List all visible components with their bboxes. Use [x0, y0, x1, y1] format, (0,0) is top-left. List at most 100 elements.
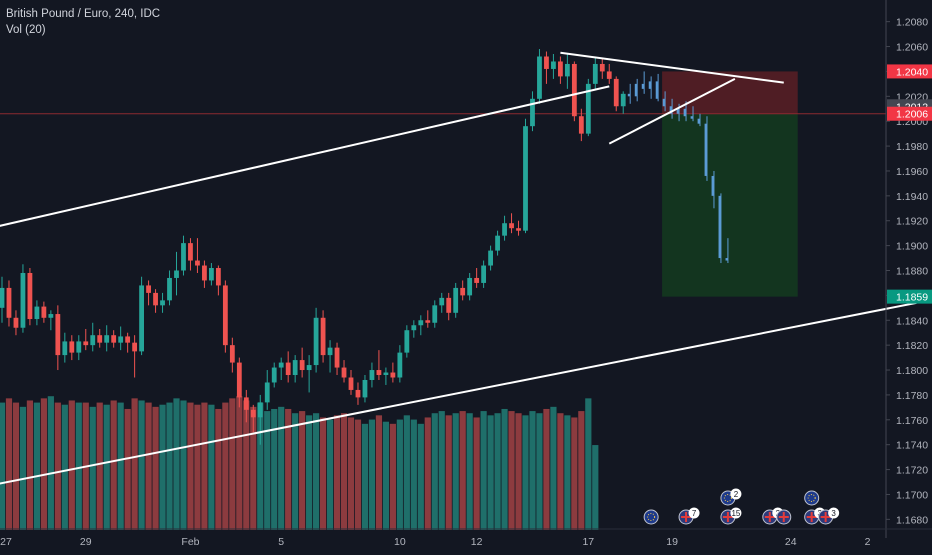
- projection-candle: [641, 83, 644, 89]
- candle-body: [516, 228, 521, 231]
- price-axis[interactable]: 1.1680 1.1700 1.1720 1.1740 1.1760 1.1780 1.18…: [885, 0, 932, 538]
- volume-bar: [131, 398, 138, 530]
- event-count-badge: [730, 507, 742, 519]
- volume-bar: [264, 411, 271, 530]
- volume-indicator-label[interactable]: Vol (20): [6, 24, 46, 36]
- price-label-stop-text: 1.2040: [896, 66, 928, 78]
- event-eu-flag-icon: 2: [720, 488, 742, 506]
- volume-bar: [340, 413, 348, 530]
- volume-bar: [271, 408, 278, 530]
- candle-body: [327, 347, 333, 356]
- candle-body: [209, 268, 214, 281]
- candle-body: [404, 330, 410, 353]
- flag-stars: [723, 494, 732, 502]
- volume-bar: [292, 413, 299, 530]
- candle-body: [320, 317, 326, 356]
- volume-bar: [180, 400, 187, 530]
- price-tick-label: 1.1780: [896, 390, 928, 402]
- channel-upper-line: [0, 85, 610, 227]
- volume-bar: [159, 404, 166, 530]
- volume-bar: [382, 421, 389, 530]
- candle-body: [250, 409, 256, 418]
- candle-body: [425, 320, 431, 323]
- price-tick-label: 1.1960: [896, 166, 928, 178]
- candle-body: [48, 314, 54, 318]
- volume-bar: [557, 413, 564, 530]
- candle-body: [592, 63, 598, 84]
- candle-body: [83, 341, 89, 346]
- stop-loss-zone: [662, 71, 798, 114]
- volume-bar: [201, 402, 208, 530]
- volume-bar: [473, 417, 480, 530]
- volume-bar: [222, 402, 229, 530]
- candle-body: [6, 287, 12, 318]
- candle-body: [334, 347, 340, 368]
- volume-bar: [166, 402, 173, 530]
- candle-body: [341, 367, 347, 378]
- candle-body: [229, 345, 235, 363]
- candle-body: [397, 352, 403, 378]
- volume-bar: [26, 400, 34, 530]
- candle-body: [139, 285, 144, 352]
- candle-body: [264, 382, 270, 403]
- trendlines[interactable]: [0, 51, 917, 485]
- price-label-entry: [887, 106, 932, 121]
- candle-body: [369, 370, 375, 380]
- projection-candles[interactable]: [627, 71, 729, 264]
- candle-body: [257, 402, 263, 418]
- candle-body: [125, 336, 131, 343]
- volume-bar: [438, 411, 445, 530]
- candle-body: [495, 235, 500, 251]
- candle-body: [41, 306, 47, 318]
- volume-bar: [452, 413, 459, 530]
- candle-body: [411, 325, 417, 331]
- economic-events[interactable]: 7152233: [643, 488, 840, 525]
- candle-body: [613, 78, 619, 107]
- channel-lower-line: [0, 301, 917, 485]
- candle-body: [606, 71, 612, 79]
- candle-body: [390, 372, 396, 378]
- time-axis[interactable]: 27 29 Feb 5 10 12 17 19 24 2: [0, 528, 932, 548]
- chart-legend: British Pound / Euro, 240, IDC Vol (20): [6, 6, 160, 38]
- candle-body: [376, 370, 382, 376]
- candle-body: [306, 365, 312, 371]
- volume-bar: [417, 423, 424, 530]
- price-tick-label: 1.1820: [896, 340, 928, 352]
- triangle-bottom-line: [608, 78, 736, 145]
- volume-bar: [110, 400, 117, 530]
- short-position-tool[interactable]: [0, 71, 886, 297]
- candle-body: [439, 297, 445, 306]
- candle-body: [313, 317, 319, 366]
- candle-body: [90, 335, 96, 346]
- candle-body: [132, 342, 138, 352]
- candle-body: [76, 341, 82, 353]
- volume-bar: [494, 413, 501, 530]
- price-label-target-text: 1.1859: [896, 292, 928, 304]
- candle-body: [453, 287, 459, 313]
- volume-bar: [529, 411, 536, 530]
- flag-icon: [643, 509, 659, 525]
- volume-bar: [40, 398, 47, 530]
- event-uk-flag-icon: 3: [818, 507, 840, 525]
- symbol-title[interactable]: British Pound / Euro, 240, IDC: [6, 8, 161, 20]
- volume-bar: [173, 398, 180, 530]
- projection-candle: [711, 175, 714, 196]
- candle-body: [160, 300, 165, 306]
- candle-body: [564, 63, 570, 77]
- volume-bar: [424, 417, 431, 530]
- volume-bar: [306, 415, 313, 530]
- volume-bar: [257, 402, 264, 530]
- candle-body: [481, 265, 487, 283]
- volume-bar: [578, 411, 585, 530]
- price-tick-label: 1.1740: [896, 440, 928, 452]
- candle-body: [460, 287, 466, 296]
- flag-stars: [807, 494, 816, 502]
- time-tick-label: 12: [471, 536, 483, 548]
- time-tick-label: 27: [0, 536, 12, 548]
- candle-body: [474, 277, 480, 283]
- volume-bar: [61, 404, 68, 530]
- candle-body: [432, 305, 438, 323]
- flag-stars: [647, 513, 656, 521]
